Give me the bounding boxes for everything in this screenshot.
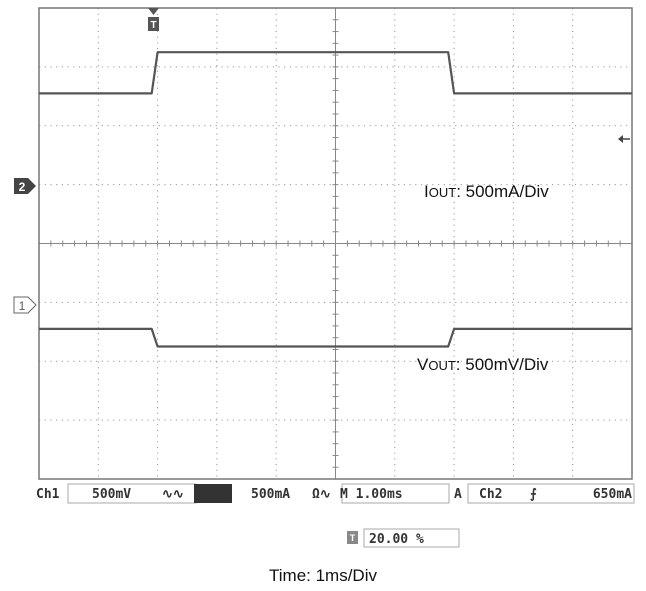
ch1-ground-marker: 1 <box>13 296 37 314</box>
timebase: M 1.00ms <box>340 487 403 502</box>
trigger-position-marker: T <box>148 8 159 31</box>
trigger-slope: ⨍ <box>530 487 537 502</box>
ch2-scale: 500mA <box>251 487 290 502</box>
ch2-marker-label: 2 <box>19 180 26 194</box>
ch2-ground-marker: 2 <box>14 178 36 194</box>
plot-frame <box>38 7 633 480</box>
trigger-mode: A <box>454 487 462 502</box>
ch2-label: Ch2 <box>198 487 221 502</box>
svg-text:T: T <box>350 533 356 543</box>
trigger-marker-label: T <box>150 20 156 31</box>
graticule <box>38 7 633 480</box>
iout-annotation: IOUT: 500mA/Div <box>424 182 549 201</box>
trigger-level: 650mA <box>593 487 632 502</box>
trace-iout <box>39 51 632 95</box>
trigger-position-value: 20.00 % <box>369 532 424 547</box>
vout-annotation: VOUT: 500mV/Div <box>417 355 549 374</box>
ch1-coupling: ∿∿ <box>162 487 184 502</box>
trigger-source: Ch2 <box>479 487 502 502</box>
trigger-level-icon <box>618 135 630 143</box>
trigger-position-readout: T 20.00 % <box>347 528 460 548</box>
ch2-coupling: Ω∿ <box>312 487 331 502</box>
ch1-label: Ch1 <box>36 487 60 502</box>
trace-vout <box>39 327 632 348</box>
ch1-marker-label: 1 <box>19 299 26 313</box>
ch1-scale: 500mV <box>92 487 131 502</box>
traces <box>39 51 632 348</box>
x-axis-caption: Time: 1ms/Div <box>269 566 377 585</box>
status-bar: Ch1 500mV ∿∿ Ch2 500mA Ω∿ M 1.00ms A Ch2… <box>36 483 635 504</box>
